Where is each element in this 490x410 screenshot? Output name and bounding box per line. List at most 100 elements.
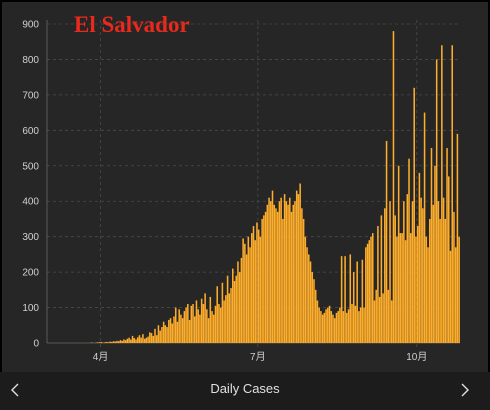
bar — [247, 236, 250, 343]
bar — [358, 311, 360, 343]
bar — [149, 332, 151, 343]
bar — [289, 197, 291, 343]
y-tick-label: 100 — [22, 303, 39, 314]
bar — [264, 211, 267, 343]
bar — [164, 325, 167, 343]
bar — [233, 280, 236, 343]
bar — [197, 309, 199, 343]
bar — [199, 314, 201, 343]
bar — [275, 208, 277, 343]
chevron-right-icon — [461, 383, 469, 397]
prev-button[interactable] — [4, 378, 26, 402]
bar — [259, 236, 262, 343]
bar — [399, 233, 402, 343]
bar — [238, 272, 241, 343]
y-tick-label: 700 — [22, 90, 39, 101]
bar — [351, 304, 353, 343]
bar — [187, 304, 189, 343]
bar — [133, 338, 136, 343]
bar — [458, 236, 460, 343]
bar — [432, 204, 434, 343]
bar — [451, 45, 453, 344]
bar — [401, 233, 403, 343]
bar — [311, 272, 314, 343]
bar — [363, 307, 365, 343]
bars-group — [90, 31, 460, 344]
bar — [294, 201, 296, 343]
bar — [211, 311, 213, 343]
bar — [344, 256, 346, 343]
bar — [225, 295, 227, 343]
bar — [328, 305, 331, 343]
bar — [249, 247, 251, 343]
bar — [316, 300, 319, 343]
bar — [389, 201, 391, 343]
bar — [145, 337, 148, 343]
bar — [314, 289, 317, 343]
bar — [453, 211, 455, 343]
bar — [218, 304, 220, 343]
bar — [427, 247, 429, 343]
bar — [244, 243, 246, 343]
bar — [185, 307, 187, 343]
bar — [446, 148, 448, 343]
bar — [409, 233, 412, 343]
bar — [216, 286, 218, 343]
bar — [418, 172, 421, 343]
axis-tick-labels: 01002003004005006007008009004月7月10月2021 — [22, 20, 427, 364]
bar — [97, 342, 99, 343]
bar — [119, 340, 122, 343]
bar — [107, 342, 110, 343]
y-tick-label: 600 — [22, 126, 39, 137]
bar — [347, 309, 350, 343]
bar — [408, 158, 410, 343]
bar — [327, 307, 329, 343]
bar — [173, 316, 175, 343]
bar — [321, 314, 324, 343]
bar — [202, 304, 205, 343]
bar — [378, 296, 381, 343]
bar — [254, 240, 256, 343]
bar — [263, 215, 265, 343]
bar — [104, 342, 106, 343]
bar — [280, 197, 282, 343]
bar — [123, 339, 125, 343]
bar — [161, 327, 163, 343]
bar — [302, 218, 305, 343]
bar — [339, 307, 341, 343]
bar — [166, 327, 168, 343]
bar — [174, 307, 177, 343]
bar — [152, 335, 155, 343]
bar — [221, 282, 224, 343]
bar — [301, 208, 303, 343]
bar — [330, 311, 333, 343]
bar — [219, 307, 222, 343]
bar — [257, 229, 260, 343]
bar — [138, 335, 141, 343]
bar — [171, 323, 174, 343]
bar — [109, 341, 111, 343]
bar — [325, 309, 327, 343]
bar — [226, 275, 229, 343]
bar — [285, 201, 288, 343]
bar — [441, 45, 443, 344]
bar — [297, 194, 300, 343]
bar — [235, 275, 237, 343]
bar — [207, 318, 210, 343]
bottom-navigation-bar: Daily Cases — [0, 372, 490, 410]
bar — [444, 218, 447, 343]
bar — [242, 238, 244, 343]
bar — [449, 250, 452, 343]
bar — [131, 335, 134, 343]
bar — [366, 243, 369, 343]
x-tick-label: 10月 — [406, 351, 427, 363]
bar — [214, 305, 217, 343]
bar — [299, 183, 301, 343]
bar — [251, 233, 253, 343]
y-tick-label: 0 — [33, 339, 39, 350]
bar — [309, 261, 312, 343]
bar — [271, 190, 274, 343]
bar — [295, 190, 298, 343]
bar — [359, 307, 362, 343]
next-button[interactable] — [454, 378, 476, 402]
